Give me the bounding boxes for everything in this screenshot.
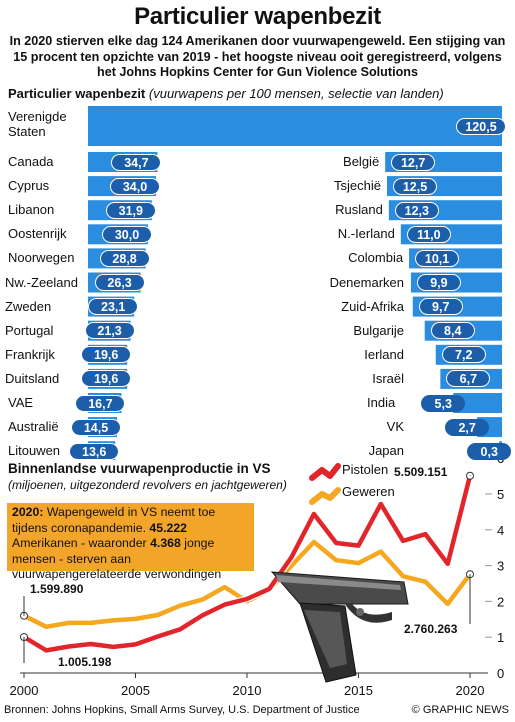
footer-credit: © GRAPHIC NEWS — [411, 704, 509, 716]
production-line-chart: 012345620002005201020152020 — [10, 451, 505, 698]
value-pill-right-8: 7,2 — [441, 346, 486, 364]
ownership-title-bold: Particulier wapenbezit — [8, 86, 146, 101]
category-label-left-8: Portugal — [5, 322, 54, 338]
annotation-rifles-2000: 1.599.890 — [30, 582, 84, 596]
value-pill-right-3: 11,0 — [406, 225, 451, 243]
x-tick-label-4: 2020 — [456, 683, 485, 698]
value-pill-right-9: 6,7 — [446, 370, 491, 388]
value-pill-right-7: 8,4 — [430, 322, 475, 340]
value-pill-left-11: 16,7 — [75, 394, 126, 412]
y-tick-label-3: 3 — [497, 559, 504, 574]
legend-pistols: Pistolen — [342, 462, 389, 477]
category-label-right-0: België — [343, 154, 380, 169]
value-pill-left-12: 14,5 — [71, 418, 121, 436]
legend-swatch-rifles — [309, 487, 341, 505]
category-label-left-5: Noorwegen — [8, 250, 75, 266]
category-label-left-3: Libanon — [8, 202, 55, 218]
value-pill-right-1: 12,5 — [393, 177, 437, 195]
category-label-right-4: Colombia — [348, 250, 404, 266]
legend-swatch-pistols — [309, 463, 341, 481]
category-label-right-9: Israël — [372, 370, 404, 386]
category-label-right-6: Zuid-Afrika — [341, 298, 404, 314]
note-young: 4.368 — [150, 536, 181, 550]
category-label-left-9: Frankrijk — [5, 346, 55, 362]
category-label-left-0: Verenigde Staten — [8, 109, 67, 139]
value-pill-left-6: 26,3 — [94, 274, 145, 291]
category-label-right-7: Bulgarije — [353, 322, 404, 338]
category-label-left-4: Oostenrijk — [8, 226, 67, 242]
value-pill-right-10: 5,3 — [421, 394, 466, 412]
ownership-panel-title: Particulier wapenbezit (vuurwapens per 1… — [8, 86, 444, 101]
note-year: 2020: — [12, 505, 44, 519]
x-tick-label-0: 2000 — [10, 683, 39, 698]
category-label-right-2: Rusland — [335, 202, 383, 218]
category-label-right-10: India — [367, 395, 396, 410]
category-label-left-7: Zweden — [5, 298, 52, 314]
value-pill-left-0: 120,5 — [456, 117, 506, 135]
bar-right-10 — [453, 393, 502, 413]
category-label-right-12: Japan — [368, 443, 404, 459]
x-tick-label-3: 2015 — [344, 683, 373, 698]
value-pill-left-13: 13,6 — [69, 442, 120, 460]
value-pill-left-8: 21,3 — [84, 322, 135, 340]
value-pill-left-3: 31,9 — [105, 201, 156, 219]
pistol-illustration — [270, 571, 409, 683]
category-label-left-12: Australië — [8, 419, 59, 435]
note-box: 2020: Wapengeweld in VS neemt toe tijden… — [7, 503, 254, 581]
y-tick-label-5: 5 — [497, 487, 504, 502]
note-text-2: Amerikanen - waaronder — [12, 536, 151, 550]
y-tick-label-2: 2 — [497, 594, 504, 609]
x-tick-label-2: 2010 — [233, 683, 262, 698]
note-deaths: 45.222 — [149, 520, 188, 535]
y-tick-label-1: 1 — [497, 630, 504, 645]
value-pill-right-4: 10,1 — [415, 249, 460, 267]
category-label-right-11: VK — [386, 419, 404, 435]
category-label-left-10: Duitsland — [5, 370, 60, 386]
category-label-left-1: Canada — [8, 154, 54, 169]
y-tick-label-4: 4 — [497, 523, 504, 538]
category-label-left-13: Litouwen — [8, 443, 61, 459]
value-pill-left-10: 19,6 — [81, 370, 132, 388]
category-label-right-5: Denemarken — [329, 274, 404, 290]
value-pill-right-12: 0,3 — [467, 442, 512, 460]
category-label-right-3: N.-Ierland — [337, 226, 395, 242]
value-pill-right-6: 9,7 — [418, 298, 463, 316]
page-title: Particulier wapenbezit — [134, 3, 381, 30]
ownership-title-italic: (vuurwapens per 100 mensen, selectie van… — [148, 86, 444, 101]
annotation-pistols-2020: 5.509.151 — [394, 465, 448, 479]
note-text-1: Wapengeweld in VS neemt toe tijdens coro… — [12, 505, 216, 535]
series-line-pistolen — [21, 473, 473, 653]
value-pill-left-4: 30,0 — [102, 225, 152, 243]
category-label-right-1: Tsjechië — [334, 178, 381, 194]
y-tick-label-0: 0 — [497, 666, 504, 681]
value-pill-right-0: 12,7 — [391, 153, 436, 171]
value-pill-right-5: 9,9 — [416, 274, 461, 291]
page-subtitle: In 2020 stierven elke dag 124 Amerikanen… — [9, 34, 506, 79]
value-pill-left-2: 34,0 — [110, 177, 160, 195]
value-pill-left-1: 34,7 — [111, 153, 162, 171]
note-text-3: jonge mensen - sterven aan vuurwapengere… — [12, 536, 222, 581]
annotation-pistols-2000: 1.005.198 — [58, 655, 112, 669]
point-pistols-2020 — [466, 471, 474, 480]
x-tick-label-1: 2005 — [121, 683, 150, 698]
annotation-rifles-2020: 2.760.263 — [404, 622, 458, 636]
category-label-right-8: Ierland — [364, 346, 404, 362]
legend-rifles: Geweren — [342, 484, 395, 499]
value-pill-left-5: 28,8 — [99, 249, 150, 267]
value-pill-left-9: 19,6 — [81, 346, 132, 364]
bar-left-0 — [88, 106, 502, 146]
footer-sources: Bronnen: Johns Hopkins, Small Arms Surve… — [4, 704, 360, 716]
category-label-left-6: Nw.-Zeeland — [5, 274, 78, 290]
production-subtitle: (miljoenen, uitgezonderd revolvers en ja… — [8, 478, 287, 492]
value-pill-right-11: 2,7 — [445, 418, 490, 436]
category-label-left-2: Cyprus — [8, 178, 50, 194]
category-label-left-11: VAE — [8, 395, 34, 410]
value-pill-right-2: 12,3 — [394, 201, 439, 219]
value-pill-left-7: 23,1 — [88, 298, 139, 316]
production-title: Binnenlandse vuurwapenproductie in VS — [8, 461, 271, 476]
